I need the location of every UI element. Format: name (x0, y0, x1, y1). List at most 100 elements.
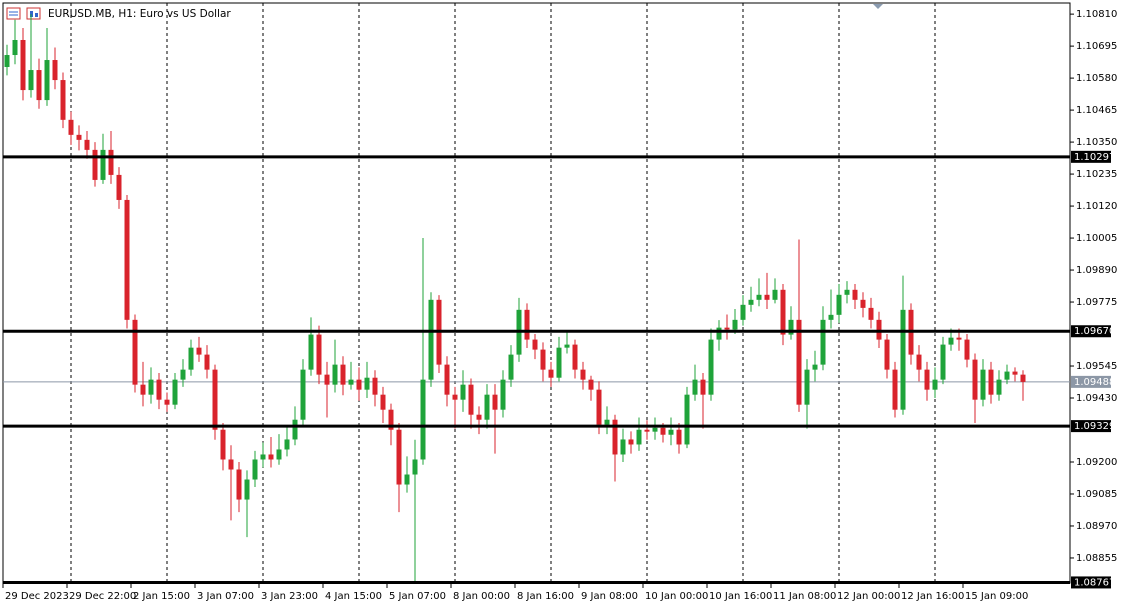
shift-marker (873, 4, 883, 9)
candle-body (124, 199, 130, 320)
candle-body (20, 39, 26, 91)
candle-body (596, 389, 602, 425)
level-label-bg (1071, 576, 1111, 589)
toolbar-icons (6, 7, 41, 20)
x-tick-label: 12 Jan 00:00 (837, 591, 900, 602)
y-tick-label: 1.09775 (1076, 297, 1117, 308)
candle-body (604, 419, 610, 425)
bid-label: 1.09488 (1074, 377, 1115, 388)
x-tick-label: 29 Dec 2023 (5, 591, 69, 602)
level-label: 1.08767 (1074, 577, 1115, 588)
y-tick-label: 1.09200 (1076, 457, 1117, 468)
candle-body (396, 429, 402, 485)
y-tick-label: 1.09545 (1076, 361, 1117, 372)
candle-body (804, 369, 810, 405)
x-tick-label: 5 Jan 07:00 (389, 591, 446, 602)
candle-body (764, 294, 770, 300)
y-tick-label: 1.10350 (1076, 137, 1117, 148)
candle-body (700, 379, 706, 395)
candle-body (268, 454, 274, 460)
level-label: 1.09329 (1074, 421, 1115, 432)
candle-body (612, 419, 618, 455)
candle-body (28, 70, 34, 91)
candle-body (852, 289, 858, 300)
candle-body (92, 149, 98, 180)
candle-body (196, 347, 202, 355)
level-label: 1.10297 (1074, 152, 1115, 163)
x-tick-label: 15 Jan 09:00 (965, 591, 1028, 602)
candle-body (676, 429, 682, 445)
candle-body (572, 344, 578, 370)
candle-body (868, 307, 874, 320)
candle-body (156, 379, 162, 400)
candle-body (148, 379, 154, 395)
candle-body (292, 419, 298, 440)
level-label-bg (1071, 420, 1111, 433)
candle-body (428, 299, 434, 380)
y-tick-label: 1.10695 (1076, 41, 1117, 52)
candle-body (1012, 371, 1018, 375)
candle-body (164, 399, 170, 405)
candle-body (276, 449, 282, 460)
candle-body (284, 439, 290, 450)
candle-body (660, 427, 666, 435)
level-label-bg (1071, 150, 1111, 163)
candle-body (900, 309, 906, 410)
icon (26, 7, 41, 20)
candle-body (372, 377, 378, 395)
candle-body (564, 344, 570, 348)
candle-body (828, 314, 834, 320)
candle-body (484, 394, 490, 420)
candle-body (620, 439, 626, 455)
bid-label-bg (1071, 375, 1111, 388)
y-tick-label: 1.10005 (1076, 233, 1117, 244)
candle-body (388, 409, 394, 430)
icon (6, 7, 21, 20)
candle-body (60, 80, 66, 120)
y-tick-label: 1.10465 (1076, 105, 1117, 116)
candle-body (884, 339, 890, 370)
candle-body (684, 394, 690, 445)
icon-bar (35, 13, 38, 17)
candle-body (748, 299, 754, 305)
candle-body (252, 459, 258, 480)
candle-body (988, 369, 994, 395)
candle-body (132, 319, 138, 385)
candle-body (796, 319, 802, 405)
y-tick-label: 1.10235 (1076, 169, 1117, 180)
candle-body (52, 60, 58, 81)
candle-body (964, 339, 970, 360)
candle-body (588, 379, 594, 390)
candle-body (140, 384, 146, 395)
candle-body (732, 319, 738, 330)
candle-body (220, 429, 226, 460)
candle-body (380, 394, 386, 410)
candle-body (236, 469, 242, 500)
candle-body (716, 327, 722, 340)
candle-body (108, 149, 114, 175)
candle-body (4, 55, 10, 67)
y-tick-label: 1.10810 (1076, 9, 1117, 20)
candle-body (924, 369, 930, 390)
candle-body (860, 299, 866, 308)
candle-body (1020, 374, 1026, 382)
candle-body (76, 134, 82, 140)
candle-body (708, 339, 714, 395)
candle-body (356, 379, 362, 390)
candle-body (556, 347, 562, 378)
candles (4, 14, 1026, 583)
y-tick-label: 1.08855 (1076, 553, 1117, 564)
candle-body (788, 319, 794, 335)
candle-body (644, 429, 650, 432)
candle-body (636, 429, 642, 445)
level-label: 1.09670 (1074, 326, 1115, 337)
candle-body (228, 459, 234, 470)
candle-body (948, 337, 954, 345)
candle-body (532, 339, 538, 350)
candle-body (300, 369, 306, 420)
candle-body (740, 304, 746, 320)
x-tick-label: 29 Dec 22:00 (69, 591, 136, 602)
candle-body (476, 414, 482, 420)
y-tick-label: 1.09430 (1076, 393, 1117, 404)
candle-body (260, 454, 266, 460)
